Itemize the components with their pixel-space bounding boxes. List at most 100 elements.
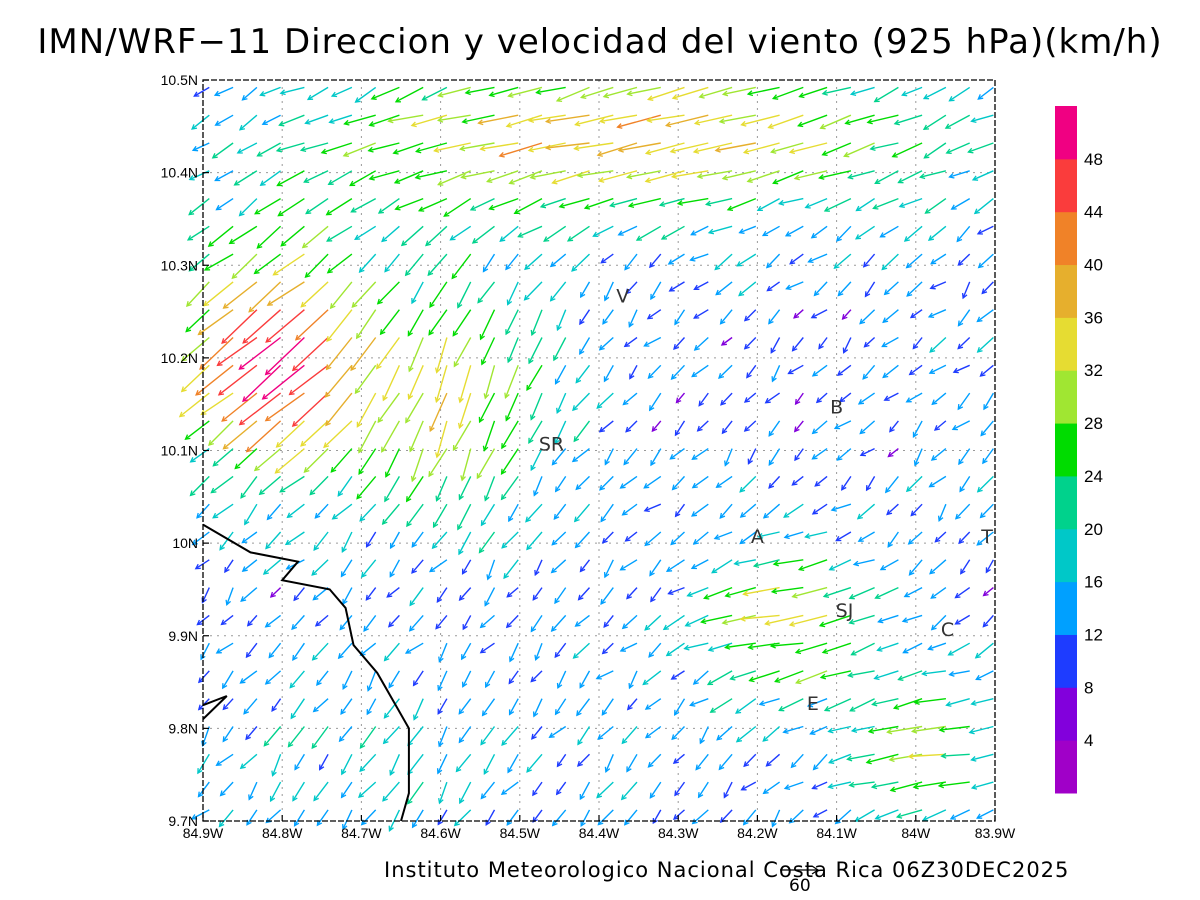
wind-vector-head	[256, 242, 263, 249]
wind-vector	[791, 475, 804, 486]
reference-vector: 60	[780, 865, 820, 896]
wind-vector-head	[625, 426, 632, 433]
wind-vector-head	[897, 178, 904, 184]
wind-vector-head	[201, 597, 207, 604]
wind-vector-head	[671, 734, 678, 741]
wind-vector-head	[704, 200, 712, 207]
wind-vector	[341, 531, 353, 553]
wind-vector-head	[623, 819, 630, 826]
wind-vector	[848, 670, 875, 677]
wind-vector	[465, 86, 495, 94]
wind-vector-head	[508, 678, 515, 685]
wind-vector	[975, 642, 994, 659]
wind-vector-head	[670, 539, 677, 546]
wind-vector-head	[303, 467, 310, 473]
wind-vector-head	[340, 792, 347, 799]
wind-vector	[875, 586, 899, 599]
wind-vector	[603, 614, 614, 628]
wind-vector-head	[650, 293, 656, 301]
wind-vector	[393, 142, 424, 154]
wind-vector-head	[212, 512, 219, 519]
wind-vector-head	[555, 789, 562, 796]
wind-vector-head	[213, 90, 221, 97]
wind-vector-head	[715, 482, 722, 488]
wind-vector	[532, 781, 543, 796]
wind-vector	[489, 197, 519, 210]
wind-vector	[179, 392, 210, 418]
wind-vector	[736, 725, 757, 743]
reference-vector-label: 60	[789, 876, 811, 896]
wind-vector	[361, 809, 377, 826]
wind-vector-head	[735, 736, 743, 743]
wind-vector-head	[756, 533, 764, 539]
wind-vector	[621, 781, 638, 800]
wind-vector	[768, 114, 804, 129]
wind-vector	[408, 337, 424, 372]
wind-vector	[579, 309, 591, 325]
wind-vector-head	[551, 539, 558, 546]
wind-vector	[341, 753, 353, 775]
wind-vector-head	[461, 654, 467, 661]
wind-vector	[573, 642, 590, 659]
wind-vector-head	[428, 329, 434, 336]
wind-vector	[740, 614, 780, 620]
wind-vector-head	[670, 674, 677, 680]
y-tick-label: 10N	[172, 535, 198, 551]
wind-vector-head	[343, 119, 350, 126]
wind-vector	[340, 698, 353, 715]
wind-vector-head	[412, 680, 419, 687]
wind-vector-head	[790, 762, 797, 769]
wind-vector	[741, 114, 780, 126]
wind-vector-head	[912, 431, 919, 438]
wind-vector-head	[188, 175, 195, 181]
wind-vector-head	[646, 313, 653, 320]
wind-vector-head	[574, 542, 581, 549]
wind-vector-head	[970, 756, 977, 762]
wind-vector	[618, 225, 638, 236]
wind-vector-head	[870, 783, 878, 790]
wind-vector	[955, 614, 971, 625]
wind-vector-head	[723, 792, 729, 799]
wind-vector	[962, 281, 971, 299]
wind-vector	[311, 726, 329, 749]
wind-vector	[976, 309, 994, 322]
wind-vector-head	[788, 621, 795, 627]
wind-vector-head	[815, 397, 822, 404]
wind-vector-head	[958, 458, 964, 466]
wind-vector	[980, 364, 994, 377]
wind-vector-head	[811, 428, 818, 435]
colorbar-label: 4	[1084, 731, 1093, 750]
wind-vector	[906, 281, 923, 297]
wind-vector	[910, 503, 923, 516]
wind-vector-head	[954, 592, 961, 599]
wind-vector	[724, 448, 733, 466]
wind-vector	[553, 503, 567, 520]
wind-vector-head	[543, 236, 550, 242]
wind-vector-head	[287, 741, 294, 748]
wind-vector-head	[772, 560, 779, 567]
wind-vector-head	[647, 761, 654, 768]
wind-vector-head	[253, 268, 260, 275]
wind-vector-head	[577, 739, 583, 746]
wind-vector-head	[263, 740, 270, 747]
wind-vector	[644, 336, 662, 347]
wind-vector	[928, 309, 947, 318]
wind-vector-head	[626, 90, 633, 97]
wind-vector	[824, 197, 852, 212]
wind-vector	[428, 448, 448, 477]
wind-vector-head	[435, 495, 441, 502]
wind-vector-head	[743, 315, 750, 322]
wind-vector	[723, 86, 756, 95]
wind-vector	[977, 336, 994, 353]
wind-vector-head	[381, 236, 388, 243]
wind-vector-head	[381, 518, 388, 526]
wind-vector	[887, 725, 923, 733]
wind-vector	[889, 753, 923, 761]
wind-vector-head	[215, 648, 222, 654]
wind-vector-head	[579, 793, 585, 801]
wind-vector-head	[707, 228, 715, 235]
wind-vector-head	[602, 318, 608, 325]
wind-vector	[572, 448, 590, 462]
wind-vector-head	[452, 330, 459, 337]
wind-vector-head	[905, 397, 912, 403]
